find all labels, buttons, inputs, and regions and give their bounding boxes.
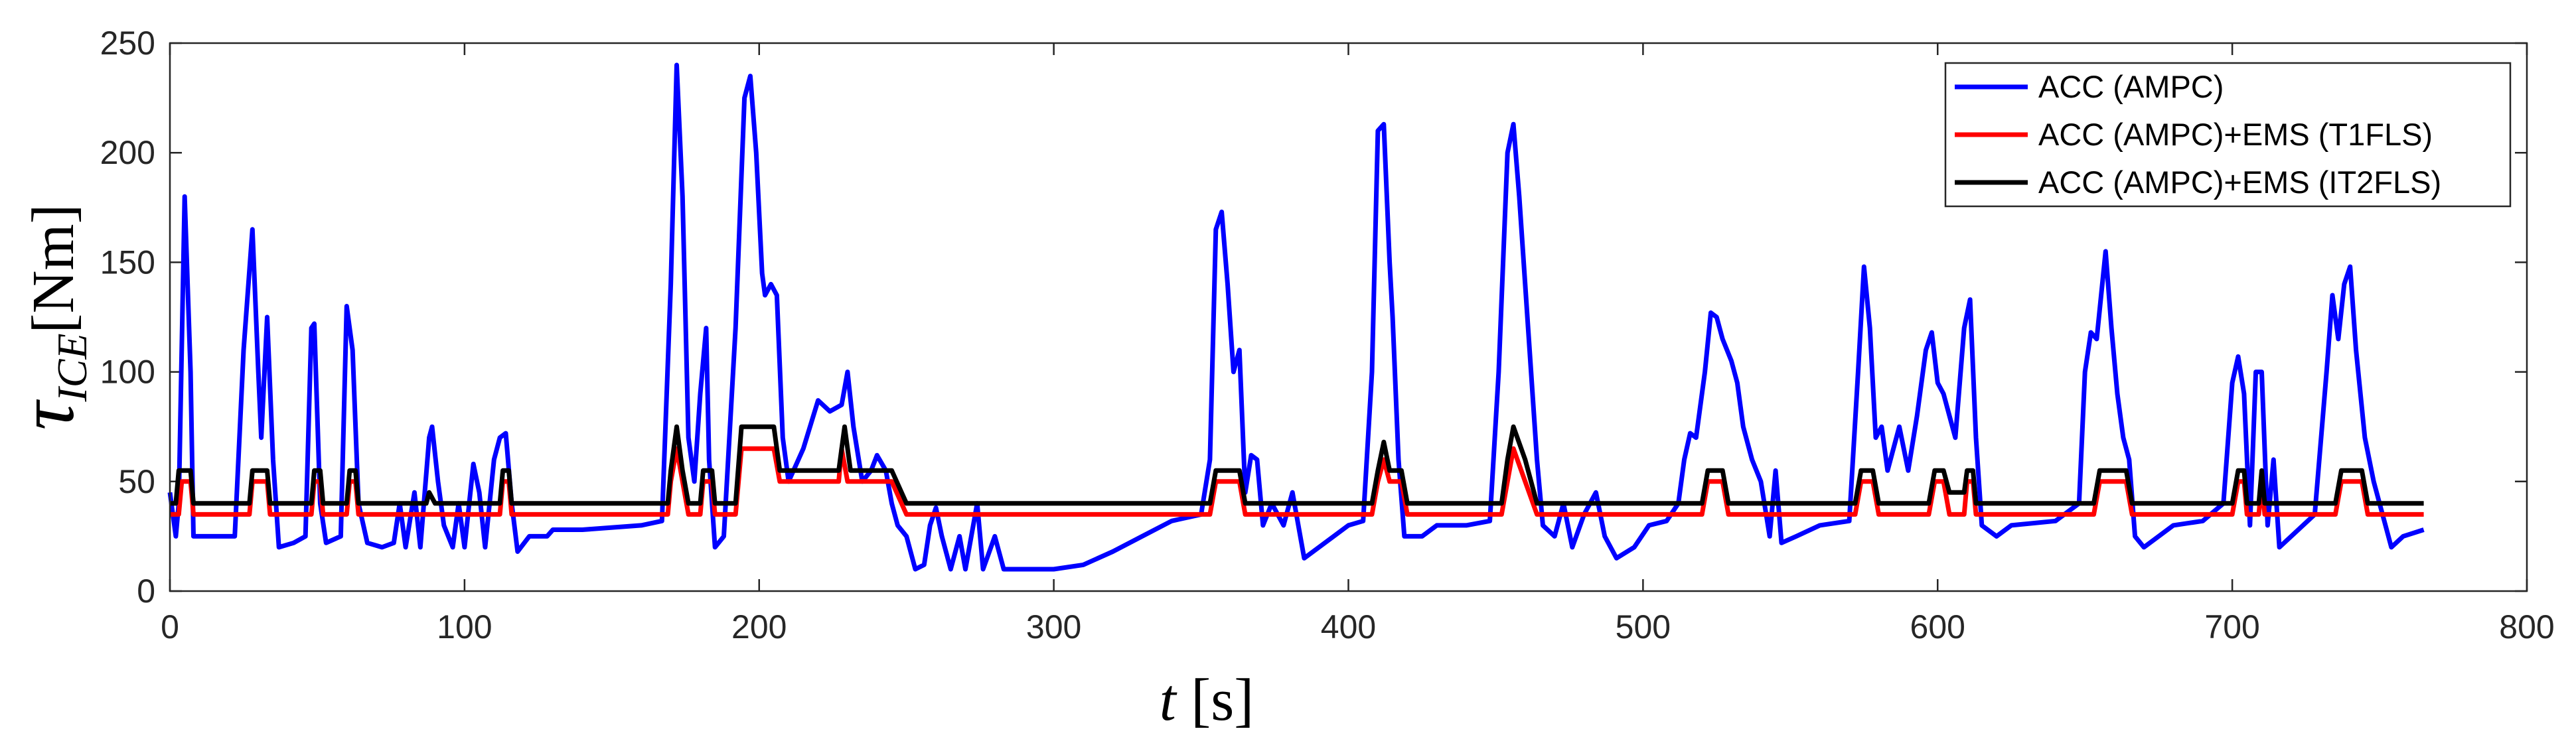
y-tick-label: 50 [118, 463, 155, 500]
y-label-symbol: τ [2, 399, 90, 431]
y-label-subscript: ICE [48, 333, 96, 402]
series-line [170, 424, 2424, 506]
x-tick-label: 300 [1026, 608, 1081, 645]
y-tick-label: 100 [100, 354, 155, 391]
x-tick-label: 700 [2204, 608, 2259, 645]
x-axis-label: t [s] [1160, 667, 1254, 733]
y-tick-label: 250 [100, 25, 155, 62]
legend-label: ACC (AMPC)+EMS (IT2FLS) [2038, 165, 2441, 200]
x-tick-label: 500 [1616, 608, 1671, 645]
legend-label: ACC (AMPC) [2038, 69, 2224, 104]
axes-box [169, 42, 2528, 592]
x-tick-label: 200 [731, 608, 787, 645]
x-tick-label: 600 [1910, 608, 1965, 645]
x-label-symbol: t [1160, 667, 1177, 733]
x-tick-label: 400 [1321, 608, 1376, 645]
y-axis-label: τICE[Nm] [2, 204, 96, 431]
y-tick-label: 200 [100, 134, 155, 171]
x-tick-label: 800 [2499, 608, 2554, 645]
legend: ACC (AMPC) ACC (AMPC)+EMS (T1FLS) ACC (AMP… [1944, 62, 2512, 208]
x-label-unit: [s] [1191, 667, 1254, 733]
y-label-unit: [Nm] [21, 204, 86, 334]
legend-label: ACC (AMPC)+EMS (T1FLS) [2038, 117, 2433, 152]
y-tick-label: 0 [137, 573, 155, 610]
x-tick-label: 100 [437, 608, 492, 645]
x-tick-label: 0 [161, 608, 179, 645]
y-tick-label: 150 [100, 243, 155, 281]
legend-box [1944, 62, 2512, 208]
